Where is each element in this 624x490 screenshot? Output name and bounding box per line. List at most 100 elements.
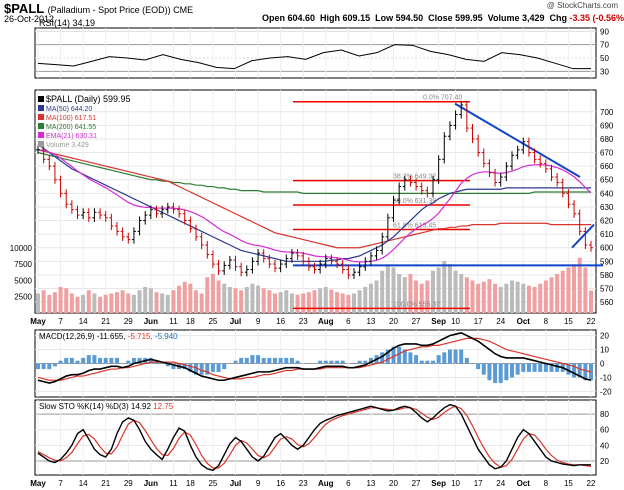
volume-bar	[402, 277, 407, 313]
volume-bar	[549, 277, 554, 313]
price-tick-label: 670	[600, 149, 614, 158]
macd-histogram-bar	[414, 355, 419, 364]
price-legend-entry: MA(100) 617.51	[46, 115, 96, 122]
macd-histogram-bar	[86, 355, 91, 364]
volume-bar	[510, 280, 514, 313]
price-tick-label: 610	[600, 230, 614, 239]
macd-histogram-bar	[250, 355, 255, 364]
macd-histogram-bar	[137, 357, 142, 364]
volume-bar	[177, 285, 182, 313]
macd-histogram-bar	[81, 357, 86, 364]
downtrend-line	[454, 102, 581, 178]
sto-x-label: Jun	[144, 479, 158, 488]
sto-x-label: 9	[256, 479, 261, 488]
macd-histogram-bar	[47, 363, 52, 370]
price-tick-label: 570	[600, 285, 614, 294]
price-x-label: Jul	[230, 317, 242, 326]
macd-histogram-bar	[284, 357, 289, 364]
macd-histogram-bar	[453, 349, 458, 364]
macd-histogram-bar	[115, 357, 119, 364]
volume-bar	[414, 280, 419, 313]
macd-histogram-bar	[577, 363, 582, 378]
macd-legend: MACD(12,26,9) -11.655, -5.715, -5.940	[39, 332, 178, 341]
volume-tick-label: 10000	[10, 244, 33, 253]
macd-histogram-bar	[109, 357, 114, 364]
volume-bar	[470, 280, 475, 313]
macd-histogram-bar	[487, 363, 492, 381]
macd-histogram-bar	[36, 363, 40, 370]
price-x-label: 15	[564, 317, 573, 326]
rsi-tick-label: 50	[600, 54, 609, 63]
volume-tick-label: 7500	[14, 260, 32, 269]
macd-histogram-bar	[244, 357, 249, 364]
volume-bar	[397, 273, 402, 313]
volume-bar	[481, 281, 486, 313]
fib-level-label: 50.0% 631.39	[393, 198, 436, 205]
volume-bar	[306, 292, 311, 313]
volume-bar	[504, 283, 509, 313]
macd-histogram-bar	[329, 360, 334, 364]
macd-histogram-bar	[521, 363, 526, 372]
price-x-label: 10	[451, 317, 460, 326]
volume-bar	[380, 270, 385, 313]
volume-bar	[453, 270, 458, 313]
macd-histogram-bar	[436, 355, 441, 364]
volume-bar	[312, 290, 317, 313]
sto-x-label: 7	[58, 479, 63, 488]
price-legend-entry: EMA(21) 630.31	[46, 133, 97, 140]
volume-bar	[222, 283, 227, 313]
macd-histogram-bar	[526, 363, 531, 372]
volume-bar	[41, 290, 46, 313]
price-x-label: 9	[256, 317, 261, 326]
volume-bar	[493, 283, 498, 313]
volume-bar	[543, 280, 548, 313]
volume-bar	[442, 260, 447, 313]
sto-x-label: May	[30, 479, 46, 488]
volume-bar	[216, 280, 221, 313]
rsi-tick-label: 30	[600, 67, 609, 76]
sto-x-label: Jul	[230, 479, 242, 488]
volume-bar	[69, 293, 74, 313]
price-legend-entry: MA(200) 641.55	[46, 124, 96, 131]
sto-x-label: 29	[124, 479, 133, 488]
ma50-line	[37, 143, 591, 262]
volume-bar	[346, 294, 351, 313]
price-x-label: 21	[101, 317, 110, 326]
volume-bar	[131, 294, 136, 313]
macd-histogram-bar	[335, 360, 340, 364]
sto-x-label: Sep	[431, 479, 446, 488]
volume-bar	[199, 293, 204, 313]
macd-histogram-bar	[504, 363, 509, 381]
macd-histogram-bar	[256, 355, 261, 364]
chart-symbol: $PALL (Palladium - Spot Price (EOD)) CME	[4, 1, 194, 16]
price-tick-label: 560	[600, 298, 614, 307]
macd-histogram-bar	[148, 357, 153, 364]
volume-bar	[109, 293, 114, 313]
macd-tick-label: 20	[600, 332, 609, 341]
fib-level-label: 100.0% 555.37	[393, 301, 440, 308]
sto-x-label: 27	[412, 479, 421, 488]
volume-bar	[86, 290, 91, 313]
volume-bar	[301, 293, 306, 313]
price-x-label: 29	[124, 317, 133, 326]
volume-bar	[340, 293, 345, 313]
ma100-line	[37, 149, 591, 249]
sto-x-label: 24	[496, 479, 505, 488]
sto-x-label: 18	[186, 479, 195, 488]
macd-histogram-bar	[58, 360, 63, 364]
sto-x-label: Aug	[318, 479, 334, 488]
price-legend-entry: Volume 3,429	[46, 142, 89, 149]
ma200-line	[37, 151, 591, 194]
volume-bar	[447, 264, 452, 313]
volume-bar	[329, 289, 334, 313]
macd-tick-label: 10	[600, 346, 609, 355]
volume-bar	[52, 292, 57, 313]
volume-bar	[335, 292, 340, 313]
macd-histogram-bar	[92, 355, 97, 364]
macd-line	[37, 331, 592, 384]
price-x-label: 14	[79, 317, 88, 326]
volume-bar	[498, 286, 503, 313]
price-tick-label: 650	[600, 176, 614, 185]
price-x-label: 8	[544, 317, 549, 326]
price-tick-label: 590	[600, 257, 614, 266]
